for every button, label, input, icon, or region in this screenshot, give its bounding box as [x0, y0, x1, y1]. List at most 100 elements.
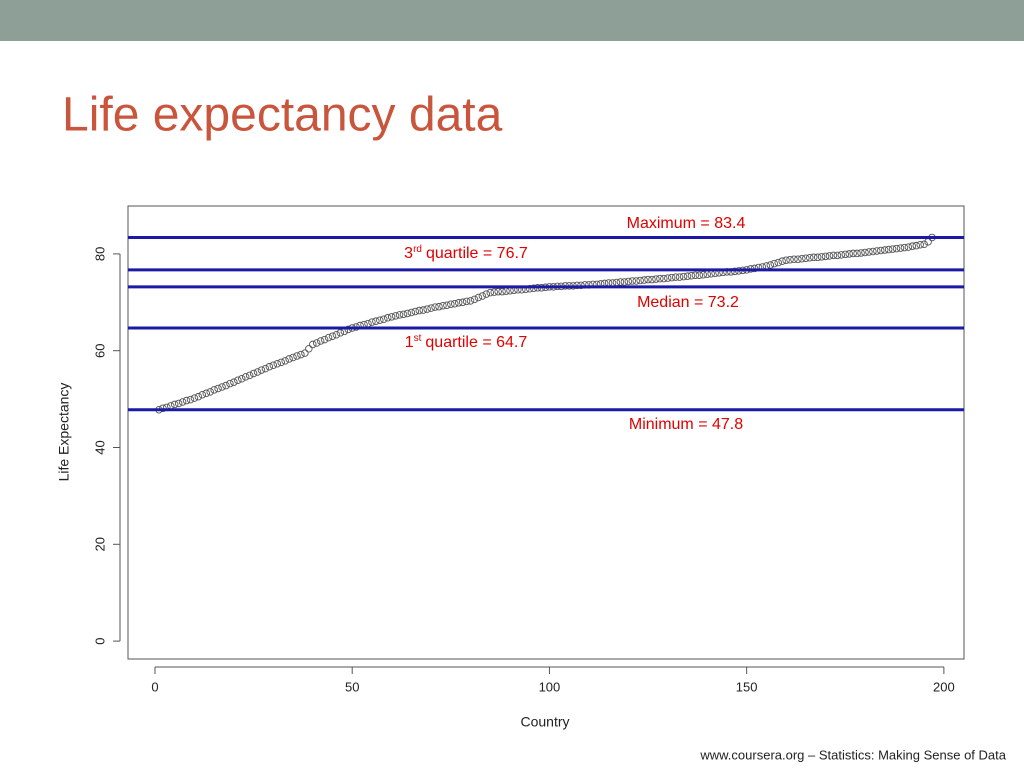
point [241, 373, 250, 381]
point [620, 278, 629, 286]
point [411, 307, 420, 316]
point [474, 293, 483, 302]
y-axis-label: Life Expectancy [56, 383, 72, 482]
point [813, 253, 822, 262]
point [297, 350, 305, 359]
point [178, 398, 187, 406]
point [837, 251, 846, 259]
point [174, 399, 183, 408]
point [699, 270, 708, 279]
point [403, 309, 412, 318]
point [841, 250, 850, 259]
point [794, 255, 802, 263]
point [202, 389, 211, 398]
point [305, 345, 313, 353]
point [234, 376, 242, 384]
point [687, 271, 696, 280]
x-tick-label: 0 [151, 679, 158, 694]
point [920, 240, 928, 248]
point [387, 313, 396, 321]
point [486, 288, 495, 297]
point [833, 251, 842, 260]
point [368, 318, 376, 326]
point [285, 355, 293, 363]
point [782, 256, 790, 264]
point [182, 396, 191, 405]
point [664, 274, 672, 282]
point [877, 246, 885, 255]
footer: www.coursera.org – Statistics: Making Se… [699, 747, 1006, 762]
point [407, 308, 416, 317]
point [312, 339, 321, 347]
point [806, 254, 814, 262]
point [451, 300, 459, 308]
point [916, 240, 924, 249]
point [443, 301, 451, 309]
point [431, 303, 439, 311]
point [912, 241, 921, 250]
point [328, 332, 337, 340]
y-tick-label: 20 [92, 537, 107, 551]
point [372, 317, 380, 325]
point [249, 369, 258, 378]
point [786, 255, 794, 264]
point [849, 249, 857, 258]
point [825, 252, 834, 260]
point [447, 300, 455, 308]
point [774, 258, 782, 267]
annotation-text: quartile = 76.7 [426, 245, 528, 262]
x-tick-label: 100 [539, 679, 561, 694]
point [628, 277, 637, 285]
point [873, 247, 881, 255]
point [900, 243, 909, 252]
point [419, 306, 427, 314]
point [427, 304, 435, 312]
annotation-superscript: st [414, 333, 422, 344]
annotation-label: Median = 73.2 [637, 294, 739, 311]
point [817, 253, 826, 261]
point [170, 400, 179, 409]
point [853, 249, 861, 258]
point [498, 287, 506, 296]
point [766, 261, 775, 269]
point [770, 259, 779, 268]
slide-title: Life expectancy data [62, 89, 503, 142]
x-tick-label: 50 [345, 679, 359, 694]
plot-box [127, 205, 965, 660]
annotation-label: Maximum = 83.4 [627, 215, 746, 232]
point [218, 383, 226, 391]
point [230, 378, 238, 386]
point [857, 249, 865, 257]
annotation-text: quartile = 64.7 [425, 334, 527, 351]
point [865, 248, 873, 256]
annotation-superscript: rd [413, 244, 422, 255]
annotation-prefix: 3 [404, 245, 413, 262]
point [798, 255, 806, 263]
point [478, 292, 487, 300]
point [167, 402, 175, 410]
point [821, 252, 830, 261]
x-axis-label: Country [520, 714, 569, 730]
annotation-label: Minimum = 47.8 [629, 416, 743, 433]
point [222, 381, 230, 390]
point [695, 271, 704, 279]
point [470, 295, 479, 304]
point [309, 340, 317, 349]
point [869, 247, 877, 256]
point [265, 362, 274, 371]
point [395, 311, 404, 319]
point [648, 275, 656, 284]
point [884, 245, 893, 254]
point [892, 244, 901, 253]
point [778, 257, 786, 265]
point [908, 242, 917, 250]
point [320, 335, 329, 344]
point [269, 361, 278, 369]
point [238, 375, 246, 383]
point [336, 329, 345, 337]
point [376, 316, 384, 324]
annotation-text: Median = 73.2 [637, 294, 739, 311]
point [415, 306, 424, 315]
x-tick-label: 150 [736, 679, 758, 694]
point [253, 368, 262, 376]
